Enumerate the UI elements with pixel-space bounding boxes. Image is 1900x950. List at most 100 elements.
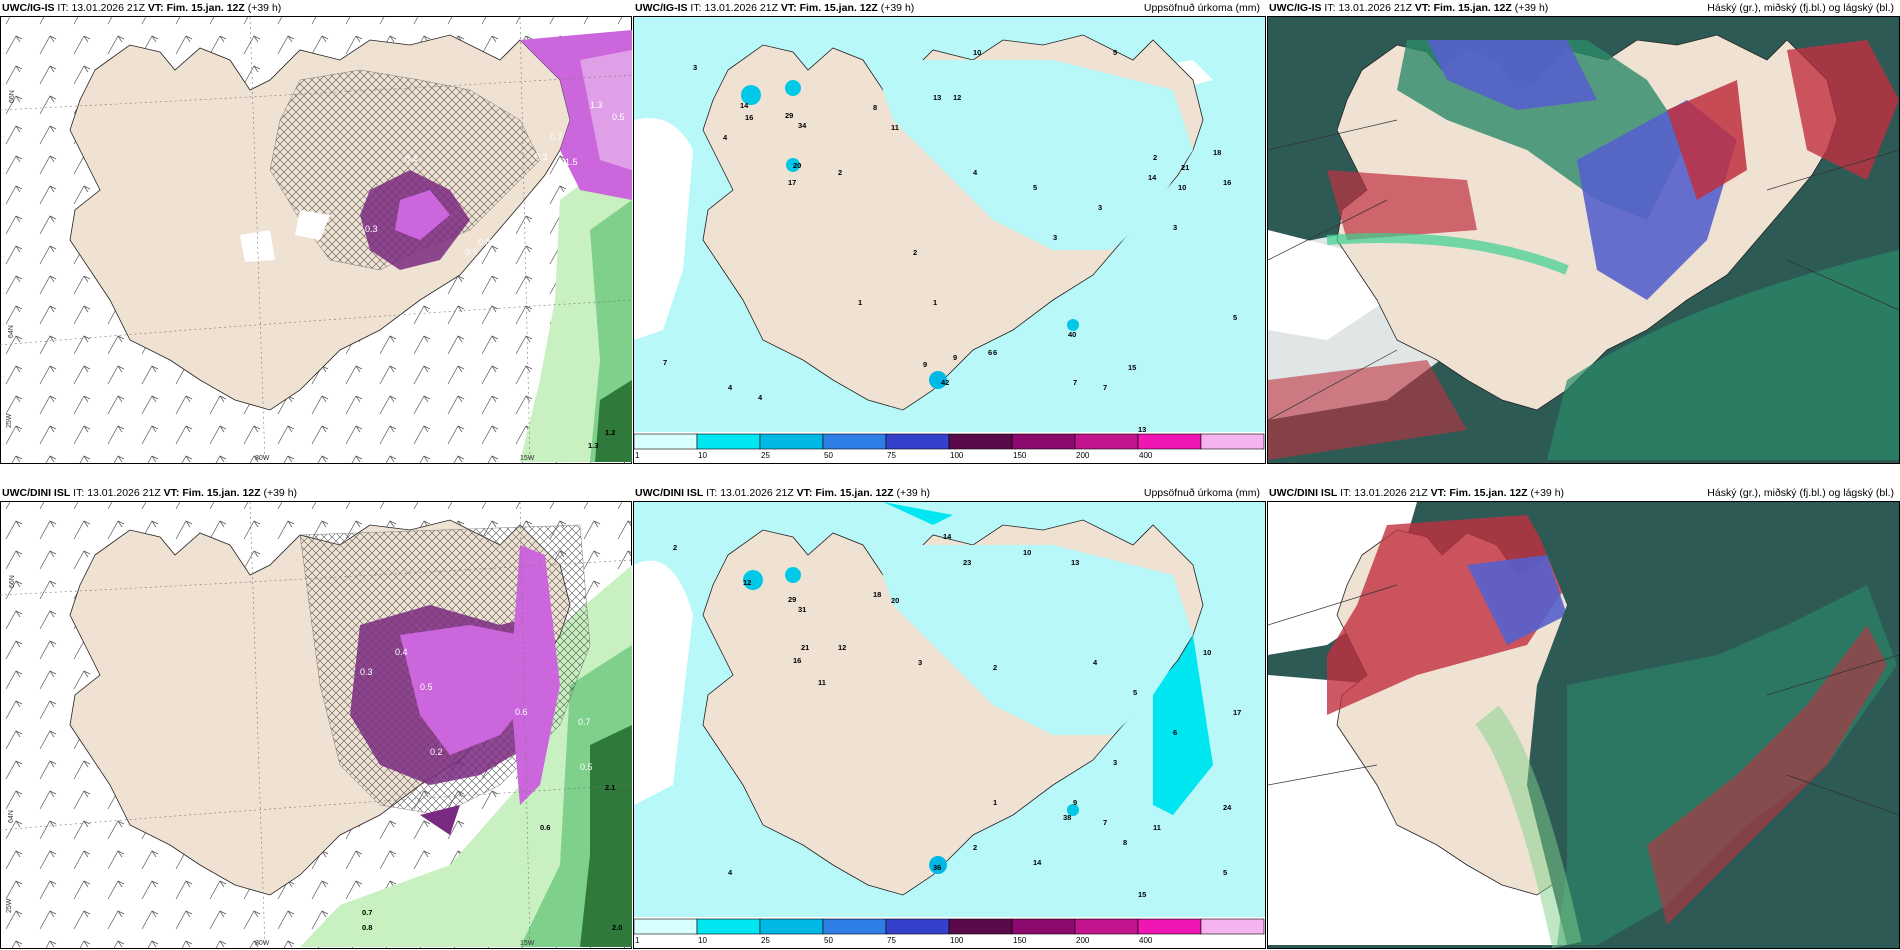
precip-value: 24 (1223, 803, 1232, 812)
value-label: 0.7 (362, 908, 372, 917)
colorbar-segment (759, 918, 824, 935)
colorbar-segment (1011, 433, 1076, 450)
panel-bottom-right: UWC/DINI ISL IT: 13.01.2026 21Z VT: Fim.… (1267, 485, 1900, 950)
precip-value: 5 (1223, 868, 1227, 877)
colorbar-segment (633, 918, 698, 935)
precip-value: 6 (993, 348, 997, 357)
precip-value: 18 (873, 590, 881, 599)
precip-map: 3 10 7 5 14 16 29 34 20 17 11 13 12 2 4 … (633, 17, 1265, 460)
precip-value: 10 (1178, 183, 1186, 192)
colorbar-segment (822, 433, 887, 450)
panel-title: UWC/IG-IS IT: 13.01.2026 21Z VT: Fim. 15… (635, 2, 915, 14)
precip-value: 42 (941, 378, 949, 387)
precip-value: 1 (858, 298, 862, 307)
colorbar-segment (948, 433, 1013, 450)
grid-label-66n: 66N (9, 90, 16, 103)
colorbar-segment (1137, 918, 1202, 935)
precip-value: 3 (918, 658, 922, 667)
colorbar: 1 10 25 50 75 100 150 200 400 (633, 433, 1265, 460)
precip-value: 36 (933, 863, 941, 872)
cloud-map (1267, 17, 1900, 463)
precip-value: 9 (1073, 798, 1077, 807)
precip-value: 34 (798, 121, 807, 130)
precip-value: 18 (1213, 148, 1221, 157)
panel-subtitle: Uppsöfnuð úrkoma (mm) (1143, 487, 1260, 499)
value-label: 0.5 (420, 682, 433, 692)
precip-value: 2 (673, 543, 677, 552)
grid-label-64n: 64N (8, 810, 15, 823)
precip-value: 40 (1068, 330, 1076, 339)
grid-label-66n: 66N (9, 575, 16, 588)
map-frame (633, 501, 1266, 949)
colorbar-segment (696, 918, 761, 935)
precip-value: 16 (745, 113, 753, 122)
value-label: 1.5 (565, 157, 578, 167)
precip-value: 20 (793, 161, 801, 170)
value-label: 0.6 (465, 247, 478, 257)
grid-label-20w: 20W (255, 940, 270, 947)
colorbar-segment (1200, 918, 1265, 935)
colorbar-segment (885, 433, 950, 450)
precip-value: 12 (953, 93, 961, 102)
colorbar-label: 200 (1076, 451, 1090, 460)
panel-subtitle: Uppsöfnuð úrkoma (mm) (1143, 2, 1260, 14)
colorbar-label: 75 (887, 451, 896, 460)
precip-value: 4 (973, 168, 978, 177)
precip-values: 3 10 7 5 14 16 29 34 20 17 11 13 12 2 4 … (663, 48, 1237, 434)
value-label: 0.3 (365, 224, 378, 234)
precip-value: 13 (933, 93, 941, 102)
panel-bottom-middle: UWC/DINI ISL IT: 13.01.2026 21Z VT: Fim.… (633, 485, 1266, 950)
precip-value: 11 (891, 123, 899, 132)
grid-label-20w: 20W (255, 455, 270, 462)
value-label: 2.0 (612, 923, 622, 932)
colorbar-label: 50 (824, 451, 833, 460)
colorbar-label: 100 (950, 936, 964, 945)
colorbar-label: 400 (1139, 936, 1153, 945)
precip-value: 3 (1113, 758, 1117, 767)
precip-value: 11 (818, 678, 826, 687)
precip-value: 17 (788, 178, 796, 187)
precip-value: 29 (788, 595, 796, 604)
precip-value: 4 (1093, 658, 1098, 667)
grid-label-64n: 64N (8, 325, 15, 338)
precip-value: 7 (1103, 818, 1107, 827)
colorbar-segment (1137, 433, 1202, 450)
value-label: 2.1 (605, 783, 615, 792)
value-label: 0.3 (360, 667, 373, 677)
precip-value: 4 (723, 133, 728, 142)
colorbar-label: 400 (1139, 451, 1153, 460)
precip-value: 5 (1033, 183, 1037, 192)
precip-value: 2 (838, 168, 842, 177)
panel-top-middle: UWC/IG-IS IT: 13.01.2026 21Z VT: Fim. 15… (633, 0, 1266, 465)
colorbar-segment (633, 433, 698, 450)
precip-value: 9 (953, 353, 957, 362)
value-label: 0.8 (362, 923, 372, 932)
precip-value: 7 (1103, 383, 1107, 392)
value-label: 0.4 (405, 154, 418, 164)
precip-value: 3 (693, 63, 697, 72)
precip-value: 3 (1173, 223, 1177, 232)
value-label: 0.8 (478, 237, 491, 247)
value-label: 1.2 (605, 428, 615, 437)
precip-value: 4 (758, 393, 763, 402)
precip-value: 16 (793, 656, 801, 665)
colorbar-label: 10 (698, 451, 707, 460)
panel-title: UWC/DINI ISL IT: 13.01.2026 21Z VT: Fim.… (1269, 487, 1565, 499)
colorbar-label: 150 (1013, 451, 1027, 460)
value-label: 0.3 (535, 152, 548, 162)
panel-title: UWC/IG-IS IT: 13.01.2026 21Z VT: Fim. 15… (2, 2, 282, 14)
precip-value: 11 (1153, 823, 1161, 832)
precip-value: 7 (663, 358, 667, 367)
precip-value: 21 (801, 643, 809, 652)
colorbar-segment (948, 918, 1013, 935)
precip-value: 14 (1148, 173, 1157, 182)
grid-label-15w: 15W (520, 940, 535, 947)
precip-value: 3 (1098, 203, 1102, 212)
colorbar-label: 10 (698, 936, 707, 945)
precip-value: 17 (1233, 708, 1241, 717)
grid-label-25w: 25W (6, 413, 13, 428)
precip-value: 5 (1233, 313, 1237, 322)
value-label: 0.7 (550, 132, 563, 142)
precip-value: 9 (923, 360, 927, 369)
precip-value: 12 (743, 578, 751, 587)
